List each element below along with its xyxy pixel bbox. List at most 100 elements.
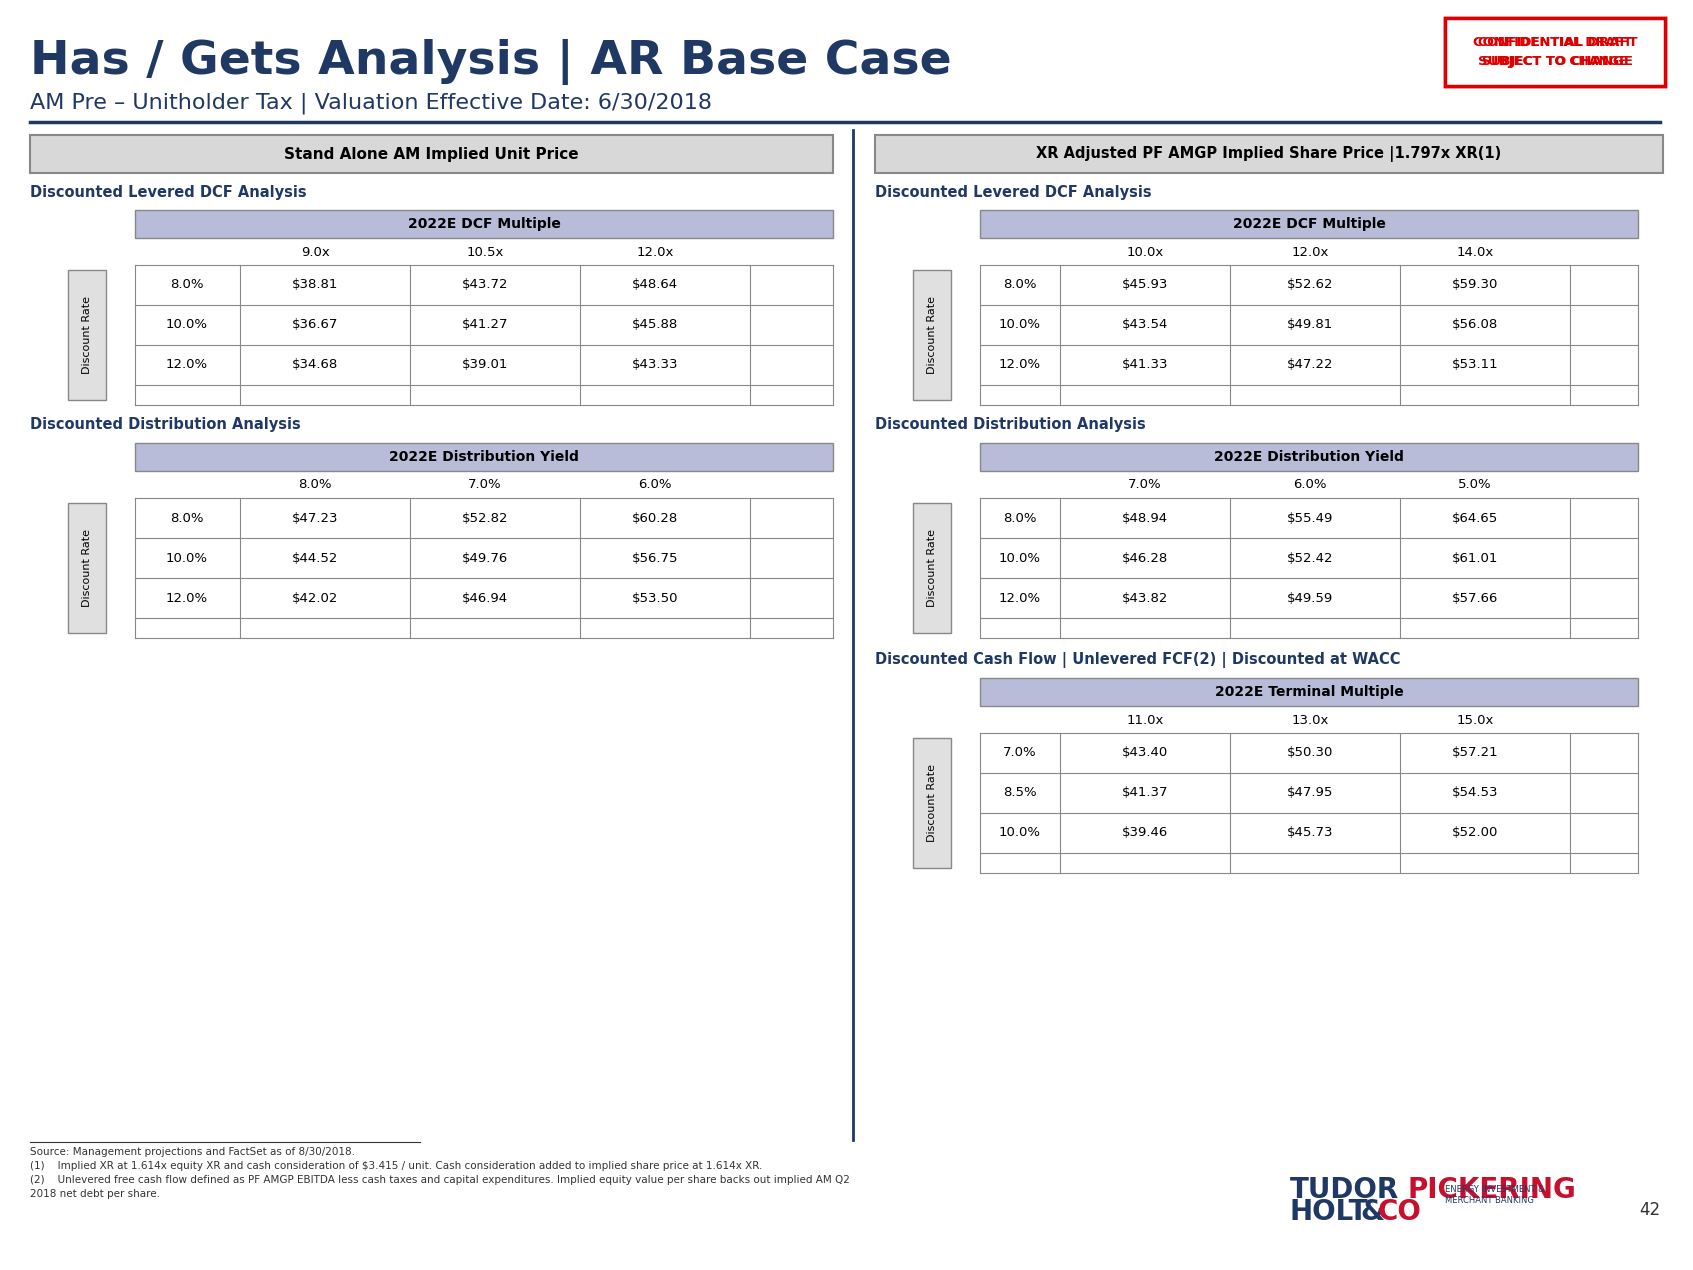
Text: 12.0%: 12.0%: [166, 592, 208, 605]
Text: 13.0x: 13.0x: [1292, 714, 1329, 726]
Text: $43.82: $43.82: [1122, 592, 1168, 605]
Text: 10.0%: 10.0%: [166, 319, 208, 331]
Text: TUDOR: TUDOR: [1290, 1176, 1398, 1204]
Text: 6.0%: 6.0%: [1293, 479, 1327, 491]
Text: $47.22: $47.22: [1287, 358, 1334, 372]
Text: Discounted Levered DCF Analysis: Discounted Levered DCF Analysis: [30, 184, 306, 199]
Text: 10.5x: 10.5x: [466, 245, 505, 259]
Text: 10.0%: 10.0%: [999, 827, 1041, 839]
Text: $61.01: $61.01: [1453, 551, 1498, 564]
Text: 7.0%: 7.0%: [469, 479, 501, 491]
Text: 42: 42: [1639, 1201, 1661, 1219]
Text: $48.94: $48.94: [1122, 512, 1168, 525]
Text: $44.52: $44.52: [291, 551, 339, 564]
FancyBboxPatch shape: [980, 210, 1639, 237]
Text: 12.0x: 12.0x: [637, 245, 674, 259]
Text: 12.0%: 12.0%: [166, 358, 208, 372]
Text: $43.33: $43.33: [631, 358, 679, 372]
Text: 2022E Distribution Yield: 2022E Distribution Yield: [389, 450, 579, 464]
Text: 11.0x: 11.0x: [1126, 714, 1163, 726]
Text: Has / Gets Analysis | AR Base Case: Has / Gets Analysis | AR Base Case: [30, 39, 951, 85]
FancyBboxPatch shape: [980, 443, 1639, 471]
FancyBboxPatch shape: [135, 443, 833, 471]
Text: $53.11: $53.11: [1451, 358, 1498, 372]
Text: $47.95: $47.95: [1287, 786, 1332, 800]
Text: $52.00: $52.00: [1453, 827, 1498, 839]
FancyBboxPatch shape: [980, 678, 1639, 706]
Text: 8.0%: 8.0%: [171, 512, 203, 525]
Text: $45.73: $45.73: [1287, 827, 1334, 839]
Text: &: &: [1359, 1198, 1385, 1226]
Text: $54.53: $54.53: [1453, 786, 1498, 800]
Text: $41.37: $41.37: [1122, 786, 1168, 800]
Text: 8.0%: 8.0%: [1004, 512, 1036, 525]
Text: $64.65: $64.65: [1453, 512, 1498, 525]
Text: $41.33: $41.33: [1122, 358, 1168, 372]
FancyBboxPatch shape: [1446, 18, 1664, 86]
Text: $36.67: $36.67: [291, 319, 339, 331]
Text: 10.0%: 10.0%: [999, 551, 1041, 564]
Text: $39.46: $39.46: [1122, 827, 1168, 839]
Text: CO: CO: [1378, 1198, 1422, 1226]
FancyBboxPatch shape: [135, 210, 833, 237]
Text: $52.42: $52.42: [1287, 551, 1334, 564]
Text: $56.75: $56.75: [631, 551, 679, 564]
Text: $48.64: $48.64: [631, 278, 679, 292]
Text: Discounted Distribution Analysis: Discounted Distribution Analysis: [875, 418, 1146, 433]
Text: Discounted Cash Flow | Unlevered FCF(2) | Discounted at WACC: Discounted Cash Flow | Unlevered FCF(2) …: [875, 652, 1400, 668]
Text: $42.02: $42.02: [291, 592, 339, 605]
Text: 10.0%: 10.0%: [166, 551, 208, 564]
Text: (2)    Unlevered free cash flow defined as PF AMGP EBITDA less cash taxes and ca: (2) Unlevered free cash flow defined as …: [30, 1175, 850, 1185]
Text: $46.28: $46.28: [1122, 551, 1168, 564]
Text: $52.62: $52.62: [1287, 278, 1334, 292]
Text: $56.08: $56.08: [1453, 319, 1498, 331]
Text: 12.0x: 12.0x: [1292, 245, 1329, 259]
Text: Discount Rate: Discount Rate: [928, 296, 936, 373]
Text: $45.88: $45.88: [631, 319, 679, 331]
Text: 8.0%: 8.0%: [298, 479, 332, 491]
Text: SUBJECT TO CHANGE: SUBJECT TO CHANGE: [1481, 56, 1627, 69]
Text: Discounted Distribution Analysis: Discounted Distribution Analysis: [30, 418, 301, 433]
Text: $38.81: $38.81: [291, 278, 339, 292]
Text: $57.21: $57.21: [1451, 747, 1498, 759]
FancyBboxPatch shape: [913, 738, 951, 867]
Text: 6.0%: 6.0%: [638, 479, 672, 491]
Text: 7.0%: 7.0%: [1128, 479, 1161, 491]
Text: $50.30: $50.30: [1287, 747, 1332, 759]
Text: Stand Alone AM Implied Unit Price: Stand Alone AM Implied Unit Price: [284, 146, 579, 161]
Text: ENERGY INVESTMENT &
MERCHANT BANKING: ENERGY INVESTMENT & MERCHANT BANKING: [1446, 1185, 1544, 1205]
Text: $45.93: $45.93: [1122, 278, 1168, 292]
Text: $60.28: $60.28: [631, 512, 679, 525]
Text: AM Pre – Unitholder Tax | Valuation Effective Date: 6/30/2018: AM Pre – Unitholder Tax | Valuation Effe…: [30, 93, 713, 114]
Text: 12.0%: 12.0%: [999, 358, 1041, 372]
Text: $43.72: $43.72: [462, 278, 508, 292]
Text: 2022E Terminal Multiple: 2022E Terminal Multiple: [1214, 685, 1403, 699]
Text: 10.0%: 10.0%: [999, 319, 1041, 331]
FancyBboxPatch shape: [30, 135, 833, 173]
Text: 2022E DCF Multiple: 2022E DCF Multiple: [1233, 217, 1385, 231]
Text: $49.76: $49.76: [462, 551, 508, 564]
Text: $49.59: $49.59: [1287, 592, 1332, 605]
Text: Discount Rate: Discount Rate: [81, 530, 91, 607]
Text: Discount Rate: Discount Rate: [81, 296, 91, 373]
Text: 9.0x: 9.0x: [301, 245, 330, 259]
Text: $53.50: $53.50: [631, 592, 679, 605]
Text: $39.01: $39.01: [462, 358, 508, 372]
Text: 8.0%: 8.0%: [1004, 278, 1036, 292]
FancyBboxPatch shape: [68, 503, 107, 632]
Text: 8.0%: 8.0%: [171, 278, 203, 292]
Text: Discount Rate: Discount Rate: [928, 530, 936, 607]
Text: XR Adjusted PF AMGP Implied Share Price |1.797x XR(1): XR Adjusted PF AMGP Implied Share Price …: [1036, 146, 1502, 163]
Text: CONFIDENTIAL DRAFT: CONFIDENTIAL DRAFT: [1478, 36, 1632, 48]
Text: $59.30: $59.30: [1453, 278, 1498, 292]
Text: SUBJECT TO CHANGE: SUBJECT TO CHANGE: [1478, 56, 1632, 69]
Text: 10.0x: 10.0x: [1126, 245, 1163, 259]
Text: Discount Rate: Discount Rate: [928, 765, 936, 842]
Text: $46.94: $46.94: [462, 592, 508, 605]
Text: 5.0%: 5.0%: [1458, 479, 1492, 491]
Text: $43.54: $43.54: [1122, 319, 1168, 331]
Text: $34.68: $34.68: [291, 358, 339, 372]
Text: $41.27: $41.27: [462, 319, 508, 331]
FancyBboxPatch shape: [913, 271, 951, 400]
Text: 14.0x: 14.0x: [1456, 245, 1493, 259]
